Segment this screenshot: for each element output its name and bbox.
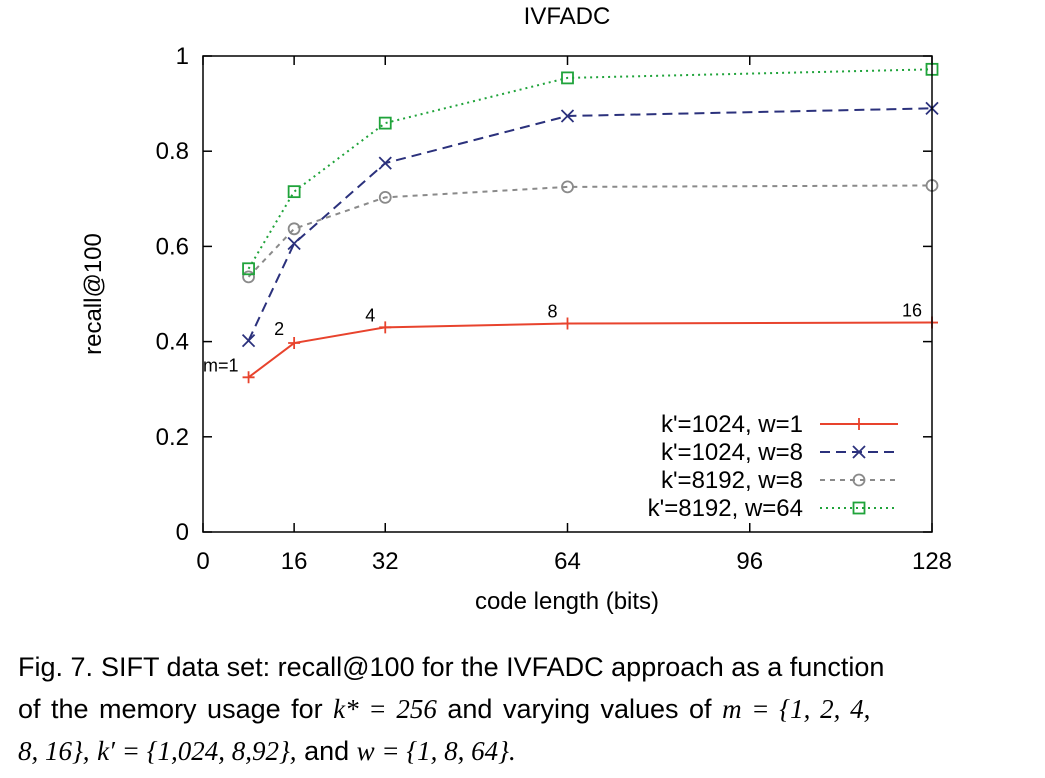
chart-title: IVFADC — [524, 3, 611, 30]
point-marker-circle — [852, 473, 866, 487]
point-marker-x — [241, 334, 256, 348]
chart: IVFADC recall@100 code length (bits) 0 16… — [80, 3, 952, 615]
point-marker-x — [287, 236, 301, 251]
caption-math-w: w = {1, 8, 64}. — [356, 736, 516, 766]
point-annotations: m=1 2 4 8 16 — [203, 301, 922, 376]
caption-text-2b: and varying values of — [447, 694, 712, 724]
x-axis-label: code length (bits) — [475, 588, 659, 615]
caption-math-kp: k′ = {1,024, 8,92}, — [97, 736, 297, 766]
series-lines — [247, 68, 933, 379]
y-tick-label: 0.2 — [156, 424, 189, 451]
point-annotation: 2 — [274, 319, 284, 339]
x-tick-label: 16 — [281, 548, 308, 575]
caption-math-m1: m = {1, 2, 4, — [722, 694, 871, 724]
y-tick-label: 0.8 — [156, 138, 189, 165]
point-marker-plus — [242, 371, 255, 384]
y-tick-label: 0.4 — [156, 329, 189, 356]
point-marker-plus — [379, 321, 392, 334]
figure-caption: Fig. 7. SIFT data set: recall@100 for the… — [18, 646, 1033, 772]
legend-label: k'=1024, w=1 — [661, 411, 803, 438]
point-marker-square — [561, 71, 574, 85]
point-marker-plus — [853, 418, 865, 430]
series-line-3 — [247, 184, 933, 278]
point-annotation: m=1 — [203, 355, 239, 375]
point-marker-circle — [287, 222, 301, 236]
caption-math-m2: 8, 16}, — [18, 736, 90, 766]
caption-math-k: k* = 256 — [333, 694, 437, 724]
point-annotation: 8 — [547, 302, 557, 322]
x-tick-label: 64 — [554, 548, 581, 575]
y-tick-label: 0.6 — [156, 233, 189, 260]
point-annotation: 16 — [902, 301, 922, 321]
axis-ticks: 0 16 32 64 96 128 0 0.2 0.4 0.6 0.8 1 — [156, 43, 952, 575]
y-tick-label: 1 — [176, 43, 189, 70]
point-marker-x — [560, 109, 575, 123]
legend-label: k'=1024, w=8 — [661, 439, 803, 466]
series-line-4 — [247, 68, 933, 270]
series-markers — [241, 62, 939, 384]
caption-text-1: SIFT data set: recall@100 for the IVFADC… — [101, 652, 885, 682]
x-tick-label: 32 — [372, 548, 399, 575]
point-marker-plus — [288, 337, 301, 350]
x-tick-label: 0 — [196, 548, 209, 575]
series-line-1 — [247, 321, 933, 379]
point-marker-square — [378, 116, 392, 130]
plot-frame — [202, 55, 933, 533]
point-marker-x — [378, 156, 392, 170]
point-marker-x — [852, 445, 866, 459]
point-marker-square — [287, 185, 301, 199]
x-tick-label: 96 — [736, 548, 763, 575]
point-marker-square — [852, 501, 866, 515]
point-marker-circle — [378, 190, 392, 204]
point-annotation: 4 — [365, 305, 375, 325]
y-tick-label: 0 — [176, 519, 189, 546]
caption-text-2a: of the memory usage for — [18, 694, 323, 724]
point-marker-circle — [242, 270, 255, 284]
caption-label: Fig. 7. — [18, 652, 94, 682]
series-line-2 — [247, 107, 933, 342]
point-marker-square — [242, 262, 255, 276]
legend: k'=1024, w=1k'=1024, w=8k'=8192, w=8k'=8… — [648, 411, 898, 522]
point-marker-circle — [561, 180, 574, 194]
x-tick-label: 128 — [912, 548, 952, 575]
caption-text-3: and — [304, 736, 350, 766]
legend-label: k'=8192, w=8 — [661, 467, 803, 494]
point-marker-plus — [561, 317, 574, 330]
y-axis-label: recall@100 — [80, 233, 107, 355]
legend-label: k'=8192, w=64 — [648, 495, 803, 522]
